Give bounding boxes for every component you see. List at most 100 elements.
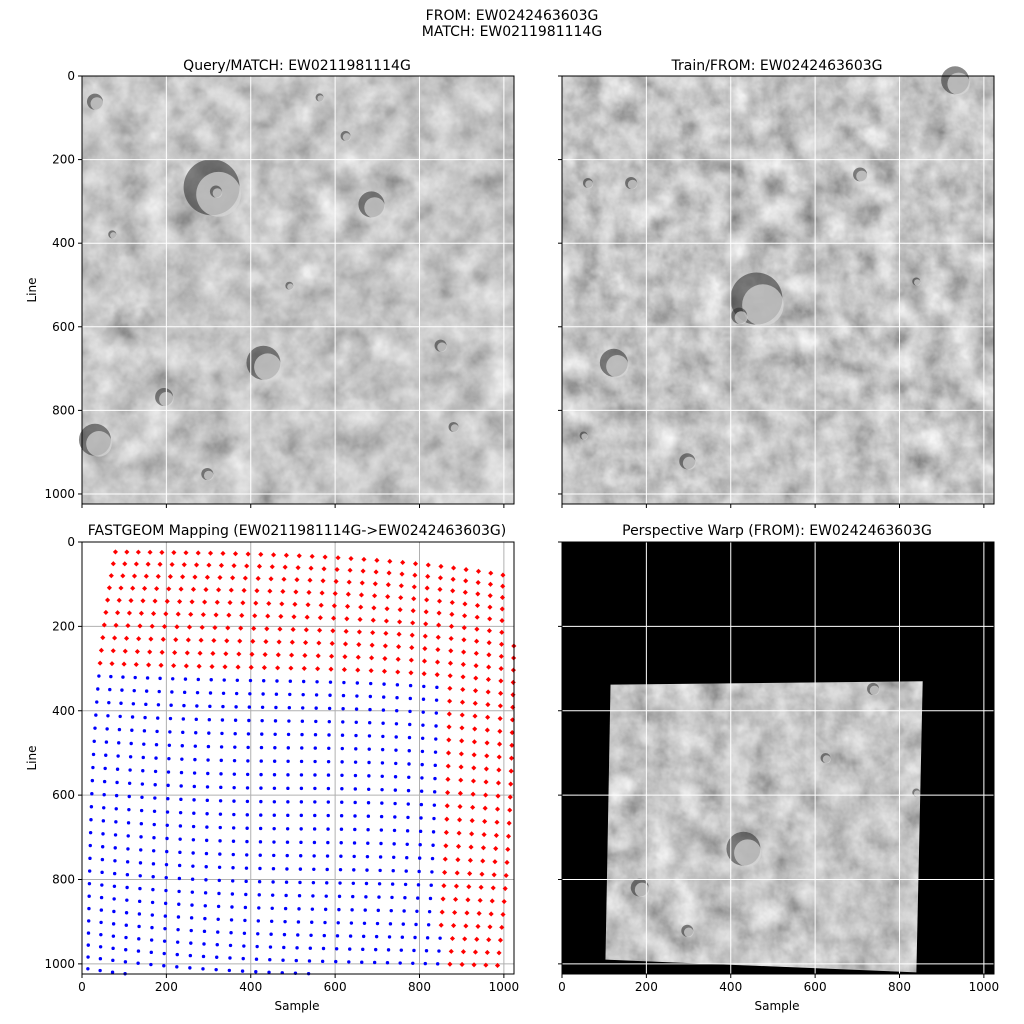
mapping-point-inside [137, 899, 142, 904]
y-tick-label: 600 [52, 320, 75, 334]
panel-warp: Perspective Warp (FROM): EW0242463603G 0… [558, 523, 999, 1013]
mapping-point-inside [193, 744, 198, 748]
mapping-point-outside [505, 846, 511, 852]
mapping-point-inside [191, 824, 196, 829]
mapping-point-inside [192, 798, 196, 802]
mapping-point-inside [325, 881, 329, 885]
mapping-point-inside [191, 864, 195, 868]
mapping-point-inside [257, 906, 261, 910]
mapping-point-outside [372, 581, 378, 587]
mapping-point-inside [181, 730, 185, 735]
mapping-point-inside [325, 854, 330, 858]
mapping-point-inside [165, 849, 169, 854]
mapping-point-inside [175, 952, 179, 957]
mapping-point-inside [93, 726, 97, 730]
mapping-point-outside [507, 794, 513, 800]
mapping-point-inside [127, 807, 131, 812]
mapping-point-inside [195, 690, 200, 695]
mapping-point-inside [217, 891, 221, 896]
mapping-point-inside [260, 718, 264, 723]
mapping-point-inside [219, 785, 223, 790]
mapping-point-inside [104, 753, 108, 757]
mapping-point-outside [448, 948, 454, 954]
mapping-point-inside [418, 843, 422, 847]
y-tick-label: 200 [52, 619, 75, 633]
mapping-point-inside [244, 879, 248, 884]
mapping-point-outside [434, 659, 441, 665]
mapping-point-inside [188, 966, 192, 970]
mapping-point-inside [389, 908, 393, 913]
mapping-point-inside [149, 950, 153, 955]
mapping-point-inside [112, 884, 117, 889]
mapping-point-inside [152, 849, 156, 853]
mapping-point-inside [421, 697, 426, 701]
mapping-point-inside [162, 939, 167, 943]
mapping-point-outside [449, 599, 455, 606]
mapping-point-outside [443, 843, 449, 849]
mapping-point-inside [127, 781, 132, 785]
mapping-point-inside [261, 692, 265, 696]
mapping-point-outside [289, 652, 295, 658]
mapping-point-inside [312, 854, 316, 858]
mapping-point-outside [462, 589, 468, 595]
mapping-point-inside [192, 771, 197, 775]
mapping-point-inside [91, 765, 95, 770]
mapping-point-inside [339, 854, 343, 858]
mapping-point-inside [120, 688, 124, 692]
mapping-point-inside [128, 755, 133, 759]
mapping-point-inside [255, 944, 259, 949]
mapping-point-inside [388, 922, 393, 926]
mapping-point-inside [152, 835, 156, 840]
mapping-point-inside [273, 732, 277, 736]
mapping-point-inside [99, 908, 104, 912]
mapping-point-inside [89, 805, 94, 809]
mapping-point-inside [246, 745, 250, 750]
panel-train: Train/FROM: EW0242463603G [558, 58, 995, 508]
mapping-point-inside [268, 945, 273, 949]
mapping-point-inside [218, 812, 223, 816]
mapping-point-inside [309, 933, 313, 937]
mapping-point-inside [426, 923, 431, 927]
mapping-point-inside [313, 746, 317, 750]
mapping-point-inside [404, 869, 408, 873]
mapping-point-inside [421, 710, 425, 714]
mapping-point-inside [424, 949, 429, 953]
mapping-point-inside [313, 800, 317, 804]
mapping-point-inside [139, 848, 143, 852]
mapping-point-inside [230, 905, 234, 909]
mapping-point-inside [258, 826, 263, 831]
mapping-point-inside [88, 843, 92, 848]
mapping-point-inside [403, 882, 408, 887]
mapping-point-inside [259, 786, 263, 790]
mapping-point-outside [462, 601, 468, 607]
mapping-point-inside [434, 711, 439, 715]
mapping-point-outside [450, 576, 456, 582]
mapping-point-inside [299, 773, 304, 777]
mapping-point-inside [115, 767, 120, 771]
x-tick-label: 0 [78, 980, 86, 994]
crater-rim [317, 95, 324, 102]
mapping-point-inside [156, 703, 161, 707]
mapping-point-inside [365, 868, 369, 872]
mapping-point-inside [202, 942, 206, 946]
mapping-point-outside [345, 591, 351, 597]
mapping-point-inside [112, 871, 117, 876]
mapping-point-inside [163, 901, 168, 906]
mapping-point-inside [361, 934, 366, 939]
mapping-point-inside [230, 892, 235, 896]
mapping-point-inside [327, 719, 331, 724]
mapping-point-inside [299, 813, 304, 818]
mapping-point-inside [259, 759, 263, 763]
mapping-point-inside [339, 814, 344, 818]
mapping-point-inside [190, 903, 194, 907]
mapping-point-inside [220, 731, 224, 736]
mapping-point-outside [496, 950, 502, 956]
mapping-point-inside [139, 808, 144, 813]
mapping-point-outside [255, 575, 261, 582]
mapping-point-inside [421, 723, 425, 727]
mapping-point-inside [144, 689, 149, 693]
y-tick-label: 200 [52, 153, 75, 167]
mapping-point-inside [136, 961, 140, 965]
mapping-point-outside [383, 618, 389, 624]
mapping-point-inside [130, 715, 135, 719]
